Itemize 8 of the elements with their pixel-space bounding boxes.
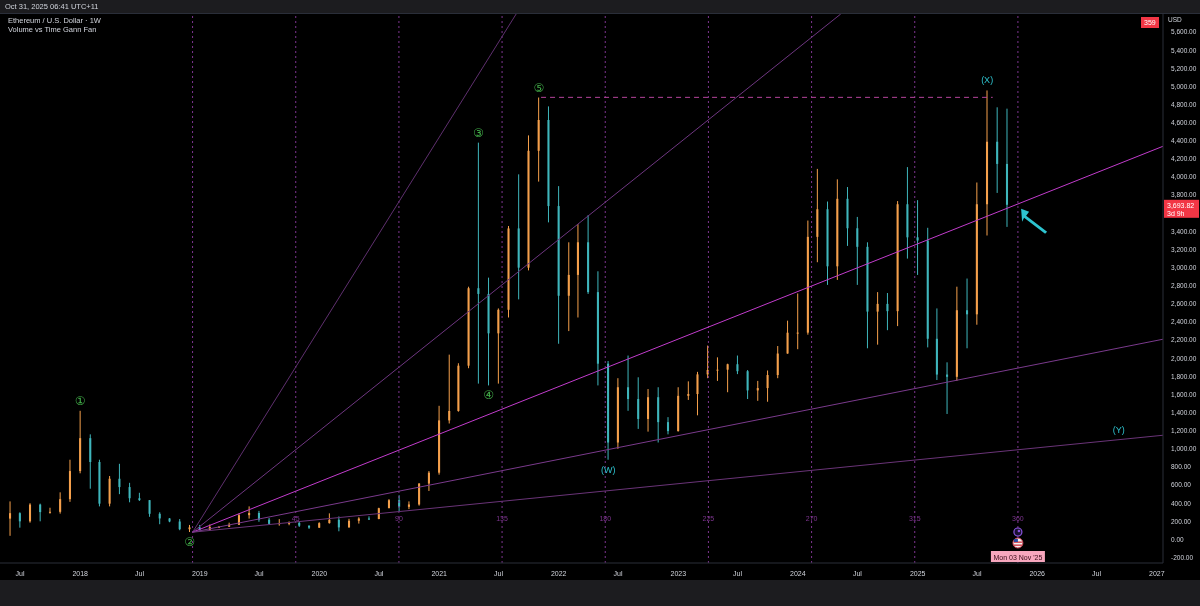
annotation: (Y) bbox=[1112, 424, 1125, 435]
annotation: (X) bbox=[981, 75, 994, 86]
annotation: ③ bbox=[473, 125, 484, 140]
annotation: ⑤ bbox=[533, 80, 545, 95]
annotation: ④ bbox=[483, 388, 495, 403]
annotation: ① bbox=[74, 393, 86, 408]
annotation: (W) bbox=[600, 464, 616, 475]
annotation: ② bbox=[184, 535, 196, 550]
